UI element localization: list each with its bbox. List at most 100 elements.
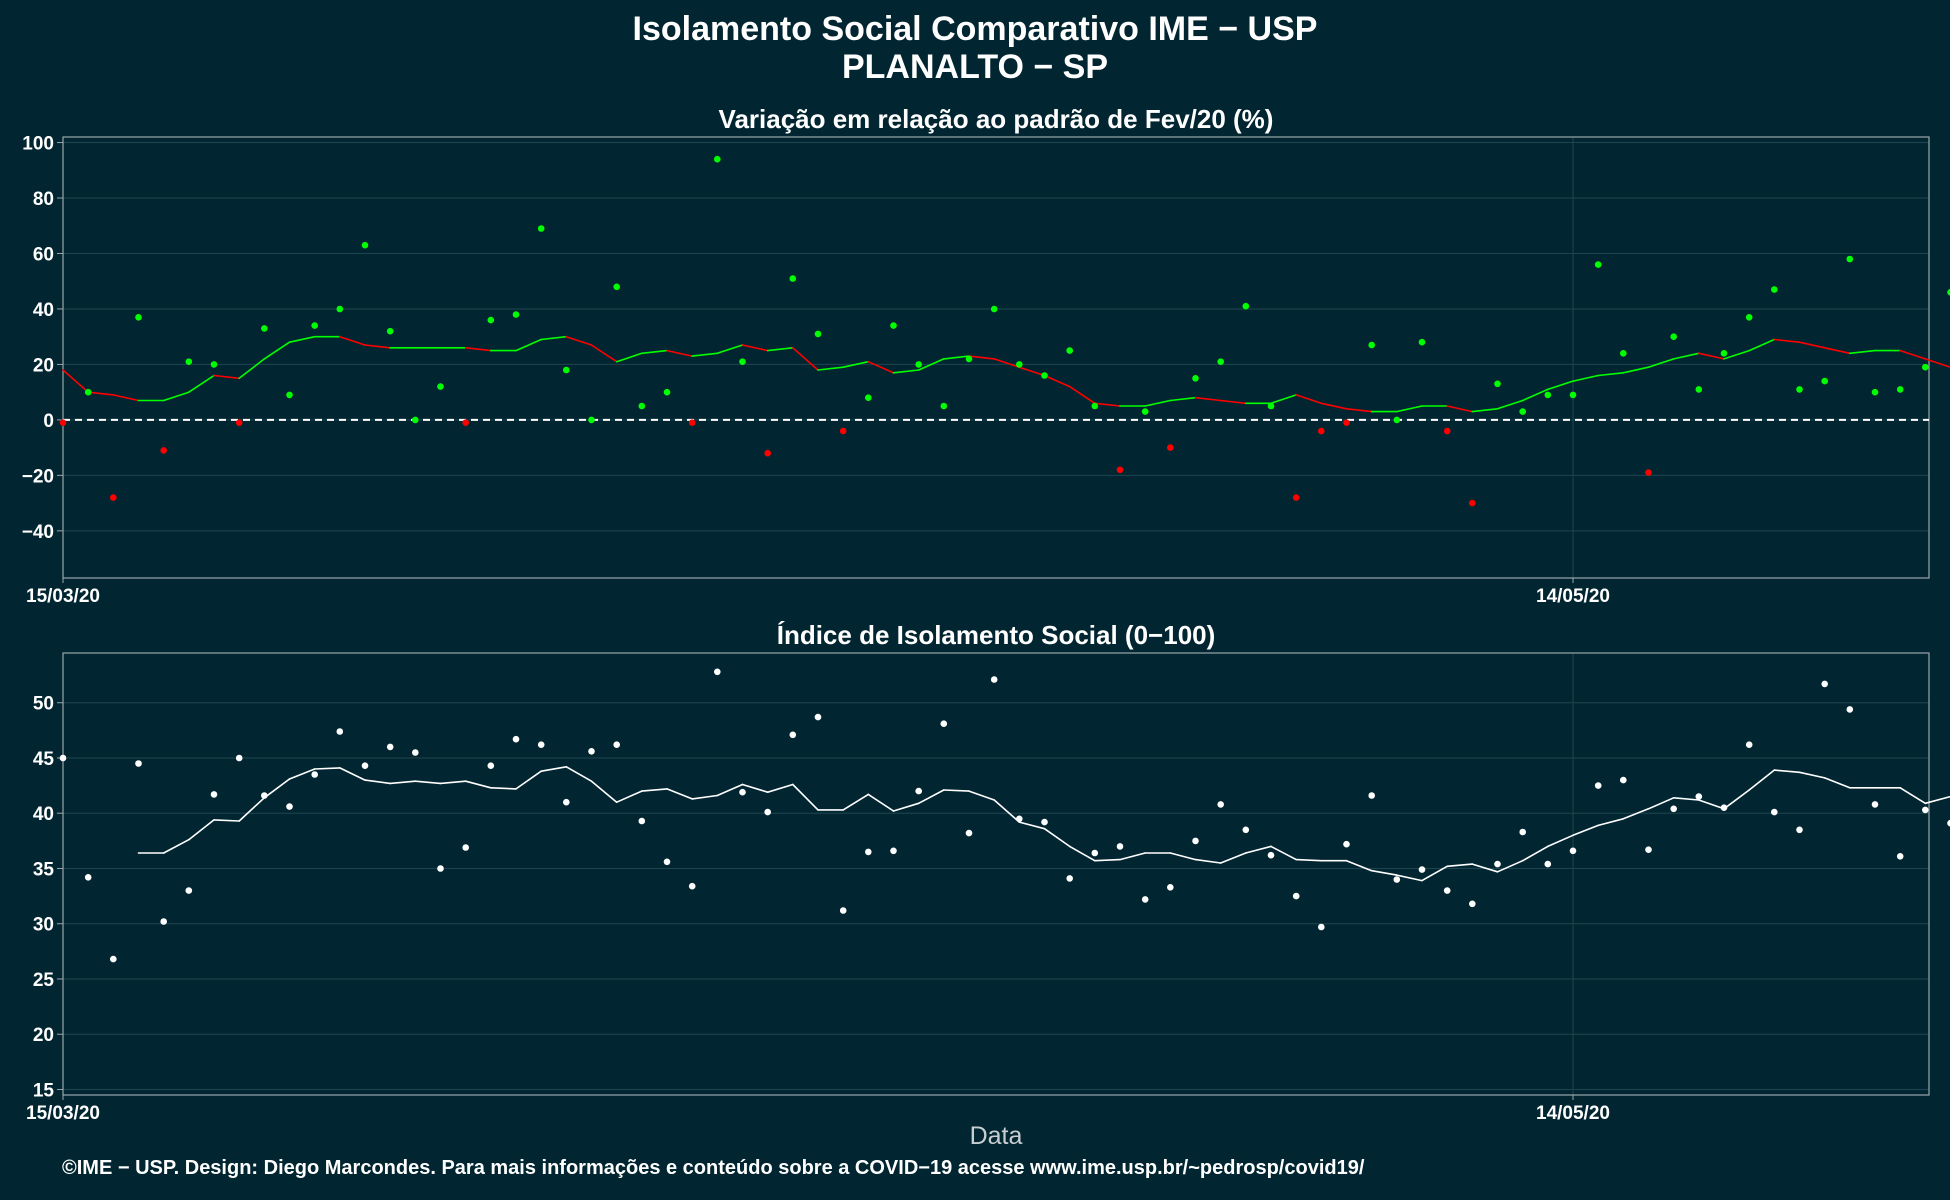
data-point	[1393, 416, 1401, 424]
moving-average-segment	[1798, 771, 1826, 779]
moving-average-segment	[1899, 786, 1927, 805]
data-point	[814, 713, 822, 721]
data-point	[160, 918, 167, 925]
moving-average-segment	[1924, 358, 1950, 368]
moving-average-segment	[968, 355, 996, 360]
data-point	[1670, 333, 1677, 341]
figure-title: Isolamento Social Comparativo IME − USP	[632, 10, 1318, 48]
moving-average-segment	[1043, 374, 1071, 388]
data-point	[663, 858, 671, 866]
moving-average-segment	[741, 344, 769, 352]
y-tick-label: 80	[33, 189, 54, 210]
data-point	[1443, 427, 1451, 435]
moving-average-segment	[1194, 396, 1222, 402]
data-point	[1846, 706, 1854, 713]
moving-average-segment	[1572, 824, 1599, 837]
data-point	[1192, 375, 1199, 382]
data-point	[386, 327, 394, 335]
moving-average-segment	[1798, 341, 1826, 349]
moving-average-segment	[1144, 399, 1172, 407]
panel-border	[62, 136, 1930, 579]
moving-average-segment	[1672, 352, 1700, 360]
data-point	[865, 394, 872, 402]
data-point	[1620, 350, 1627, 357]
data-point	[1594, 782, 1602, 789]
data-point	[1091, 402, 1099, 410]
data-point	[1720, 350, 1728, 357]
moving-average-segment	[288, 335, 316, 344]
data-point	[1469, 900, 1476, 908]
data-point	[336, 728, 344, 735]
moving-average-segment	[1320, 402, 1348, 410]
moving-average-segment	[1622, 366, 1650, 374]
moving-average-segment	[766, 783, 794, 794]
data-point	[814, 330, 822, 338]
data-point	[1871, 388, 1879, 396]
data-point	[286, 803, 293, 810]
data-point	[990, 305, 998, 313]
y-tick-label: −20	[22, 466, 54, 487]
moving-average-segment	[1169, 396, 1197, 402]
moving-average-segment	[389, 780, 417, 785]
data-point	[1167, 884, 1174, 891]
data-point	[512, 311, 520, 318]
variation-panel: Variação em relação ao padrão de Fev/20 …	[22, 104, 1950, 607]
moving-average-segment	[615, 352, 643, 363]
moving-average-segment	[338, 335, 366, 346]
moving-average-segment	[1849, 349, 1876, 355]
moving-average-segment	[1748, 769, 1776, 791]
moving-average-segment	[1622, 807, 1650, 820]
moving-average-segment	[213, 819, 240, 822]
data-point	[537, 741, 545, 748]
panel-title: Índice de Isolamento Social (0−100)	[777, 620, 1216, 650]
data-point	[890, 322, 897, 329]
data-point	[915, 361, 922, 368]
data-point	[1016, 815, 1023, 823]
moving-average-segment	[917, 789, 945, 805]
moving-average-segment	[1295, 858, 1323, 862]
data-point	[714, 668, 721, 676]
moving-average-segment	[1672, 796, 1700, 801]
data-point	[1066, 347, 1073, 354]
y-tick-label: 0	[43, 411, 54, 432]
data-point	[311, 771, 319, 778]
data-point	[311, 322, 319, 329]
moving-average-segment	[1748, 338, 1776, 352]
moving-average-segment	[1345, 407, 1373, 413]
data-point	[487, 762, 495, 769]
y-tick-label: 35	[33, 859, 55, 880]
footer-credits: ©IME − USP. Design: Diego Marcondes. Par…	[62, 1157, 1365, 1179]
y-tick-label: 25	[33, 970, 55, 991]
data-point	[1318, 923, 1325, 931]
data-point	[1569, 391, 1577, 399]
moving-average-segment	[1068, 385, 1096, 405]
data-point	[965, 829, 973, 837]
moving-average-segment	[867, 360, 895, 374]
data-point	[110, 494, 117, 501]
moving-average-segment	[1270, 394, 1297, 405]
moving-average-segment	[590, 344, 618, 363]
data-point	[1796, 386, 1803, 393]
moving-average-segment	[1068, 845, 1096, 862]
data-point	[739, 788, 746, 796]
moving-average-segment	[1773, 338, 1801, 344]
data-point	[789, 275, 797, 282]
data-point	[1368, 341, 1375, 349]
data-point	[1494, 380, 1501, 388]
data-point	[739, 358, 746, 366]
data-point	[412, 749, 419, 756]
data-point	[1519, 408, 1526, 415]
moving-average-segment	[1521, 388, 1549, 402]
data-point	[235, 419, 243, 427]
data-point	[1947, 819, 1950, 827]
isolation-index-panel: Índice de Isolamento Social (0−100) 15 20 2…	[26, 620, 1950, 1150]
data-point	[1796, 826, 1803, 834]
moving-average-segment	[464, 780, 492, 789]
moving-average-segment	[666, 349, 694, 357]
moving-average-segment	[540, 765, 568, 773]
moving-average-segment	[993, 358, 1021, 369]
y-tick-label: 15	[33, 1080, 55, 1101]
data-point	[940, 402, 948, 410]
moving-average-segment	[942, 789, 970, 792]
moving-average-segment	[1446, 405, 1474, 413]
